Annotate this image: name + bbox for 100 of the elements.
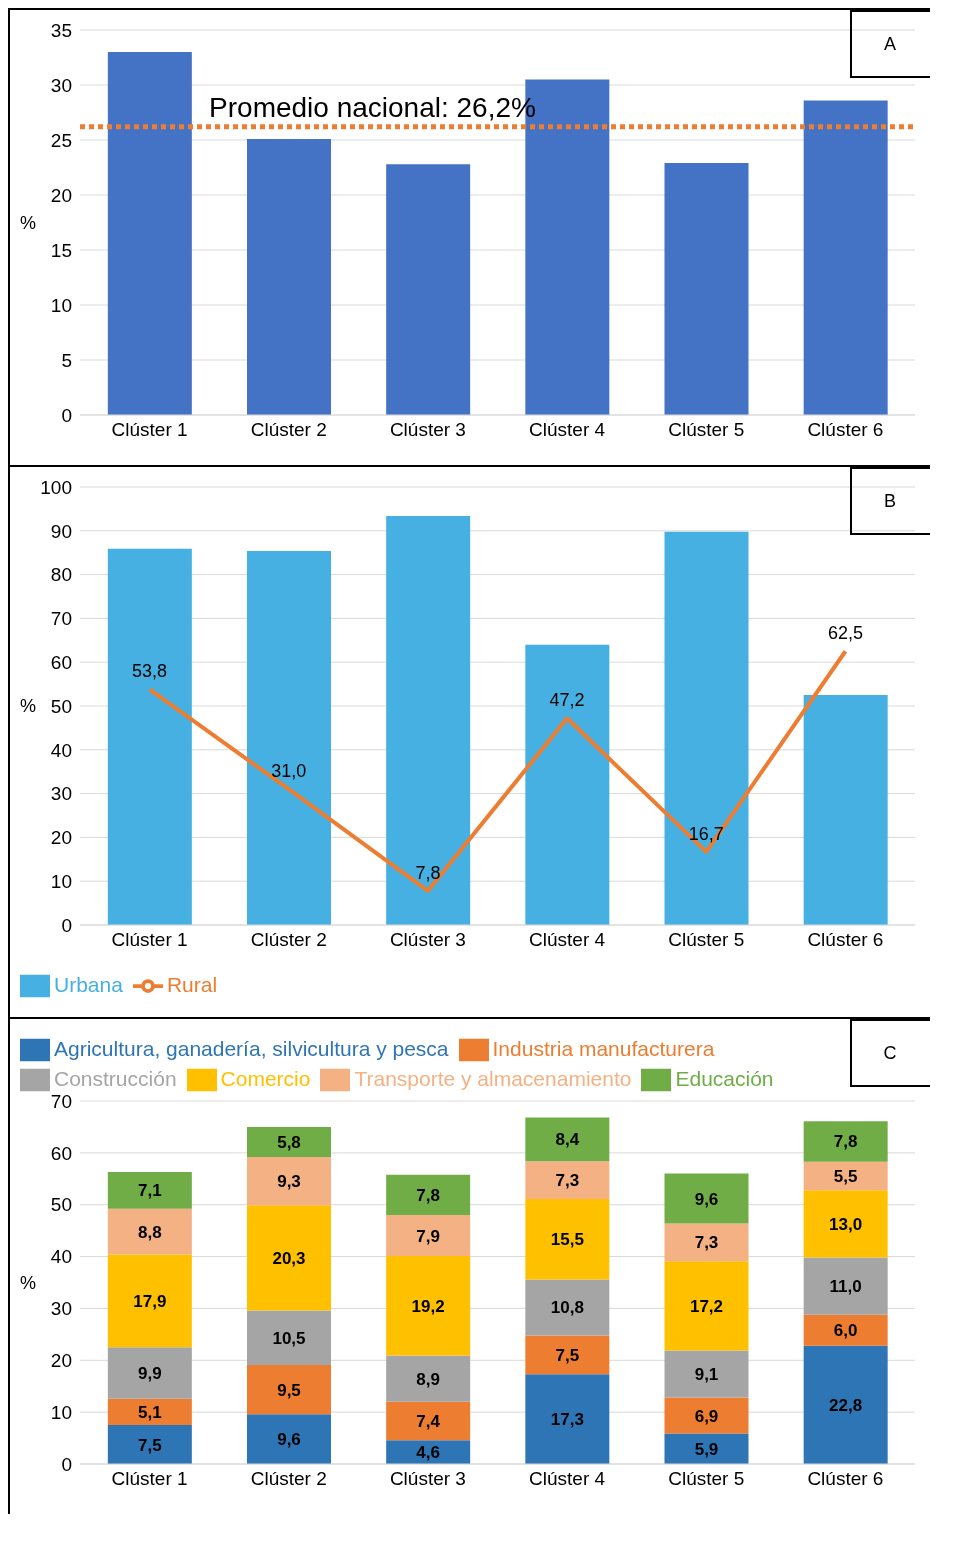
y-tick-label: 30 <box>50 1298 72 1320</box>
data-label: 19,2 <box>411 1296 445 1316</box>
data-label: 9,9 <box>138 1364 162 1384</box>
y-tick-label: 70 <box>50 608 72 630</box>
bar <box>525 1279 610 1336</box>
x-tick-label: Clúster 1 <box>111 419 188 441</box>
y-tick-label: 30 <box>50 783 72 805</box>
bar <box>107 1208 192 1255</box>
data-label: 8,4 <box>555 1130 580 1150</box>
data-label: 8,8 <box>138 1222 162 1242</box>
data-label: 6,9 <box>694 1406 719 1426</box>
bar <box>525 1199 610 1280</box>
y-tick-label: 15 <box>50 239 72 261</box>
bar <box>803 1121 888 1162</box>
bar <box>386 515 471 925</box>
data-label: 53,8 <box>132 661 168 682</box>
bar <box>386 1256 471 1356</box>
bar <box>525 1335 610 1375</box>
bar <box>664 1261 749 1351</box>
y-tick-label: 0 <box>61 914 72 936</box>
y-tick-label: 10 <box>50 294 72 316</box>
bar <box>803 1161 888 1191</box>
x-tick-label: Clúster 5 <box>668 419 745 441</box>
x-tick-label: Clúster 1 <box>111 1468 188 1490</box>
legend-label: Educación <box>675 1066 774 1090</box>
data-label: 4,6 <box>416 1443 440 1463</box>
y-tick-label: 60 <box>50 1142 72 1164</box>
y-tick-label: 0 <box>61 1453 72 1475</box>
legend-label: Urbana <box>54 972 123 996</box>
y-axis-title: % <box>20 212 37 233</box>
x-tick-label: Clúster 2 <box>250 929 327 951</box>
y-tick-label: 10 <box>50 1401 72 1423</box>
data-label: 17,2 <box>689 1296 724 1316</box>
y-tick-label: 60 <box>50 651 72 673</box>
y-axis-title: % <box>20 696 37 717</box>
y-tick-label: 50 <box>50 1194 72 1216</box>
y-tick-label: 40 <box>50 739 72 761</box>
data-label: 31,0 <box>271 761 307 782</box>
bar <box>107 1254 192 1348</box>
data-label: 5,9 <box>694 1439 719 1459</box>
x-tick-label: Clúster 4 <box>529 1468 606 1490</box>
x-tick-label: Clúster 3 <box>389 929 466 951</box>
y-tick-label: 0 <box>61 404 72 426</box>
x-tick-label: Clúster 4 <box>529 419 606 441</box>
bar <box>247 1364 331 1415</box>
data-label: 5,1 <box>138 1402 162 1422</box>
bar <box>107 1347 192 1399</box>
data-label: 8,9 <box>416 1369 440 1389</box>
legend-label: Comercio <box>220 1066 311 1090</box>
x-tick-label: Clúster 2 <box>250 1468 327 1490</box>
bar <box>386 1401 471 1441</box>
data-label: 10,5 <box>272 1328 306 1348</box>
bar <box>803 1345 888 1464</box>
legend-label: Agricultura, ganadería, silvicultura y pesca <box>54 1036 449 1060</box>
bar <box>247 550 331 925</box>
data-label: 22,8 <box>829 1395 863 1415</box>
y-tick-label: 20 <box>50 184 72 206</box>
bar <box>803 695 888 925</box>
bar <box>664 1397 749 1434</box>
data-label: 15,5 <box>550 1230 584 1250</box>
bar <box>107 1172 192 1209</box>
data-label: 7,4 <box>416 1411 441 1431</box>
data-label: 62,5 <box>827 623 863 644</box>
bar <box>525 1117 610 1162</box>
x-tick-label: Clúster 4 <box>529 929 606 951</box>
x-tick-label: Clúster 5 <box>668 1468 745 1490</box>
data-label: 47,2 <box>549 690 585 711</box>
data-label: 7,8 <box>833 1132 858 1152</box>
bar <box>386 1355 471 1402</box>
y-tick-label: 10 <box>50 870 72 892</box>
bar <box>664 1433 749 1464</box>
x-tick-label: Clúster 3 <box>389 419 466 441</box>
bar <box>386 1174 471 1216</box>
bar <box>664 531 749 925</box>
bar <box>803 1190 888 1258</box>
bar <box>247 1126 331 1158</box>
data-label: 17,3 <box>550 1410 584 1430</box>
x-tick-label: Clúster 6 <box>807 1468 884 1490</box>
data-label: 9,5 <box>277 1380 301 1400</box>
bar <box>525 1374 610 1464</box>
bar <box>525 644 610 925</box>
bar <box>664 1350 749 1398</box>
data-label: 7,3 <box>555 1171 580 1191</box>
data-label: 9,6 <box>694 1189 719 1209</box>
data-label: 9,3 <box>277 1172 301 1192</box>
data-label: 9,1 <box>694 1365 719 1385</box>
y-axis-title: % <box>20 1272 37 1293</box>
bar <box>107 52 192 415</box>
y-tick-label: 70 <box>50 1090 72 1112</box>
data-label: 5,5 <box>833 1166 858 1186</box>
data-label: 7,8 <box>416 1185 440 1205</box>
legend-label: Transporte y almacenamiento <box>354 1066 632 1090</box>
x-tick-label: Clúster 5 <box>668 929 745 951</box>
bar <box>107 1425 192 1464</box>
y-tick-label: 90 <box>50 520 72 542</box>
legend-label: Construcción <box>54 1066 177 1090</box>
bar <box>803 1314 888 1346</box>
data-label: 7,1 <box>138 1181 162 1201</box>
data-label: 5,8 <box>277 1133 301 1152</box>
data-label: 7,5 <box>555 1345 580 1365</box>
